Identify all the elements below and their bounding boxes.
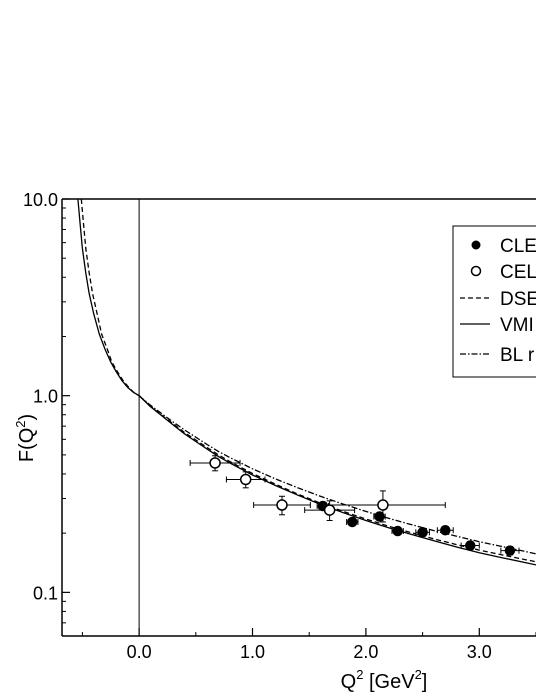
legend-label-vmi: VMI xyxy=(500,315,534,336)
legend-box xyxy=(452,225,536,378)
legend-label-dse: DSE xyxy=(500,289,536,310)
data-points xyxy=(189,455,520,556)
data-point-open xyxy=(239,473,252,486)
data-point-open xyxy=(377,499,389,511)
x-tick-label: 2.0 xyxy=(353,642,378,662)
legend: CLE CEL DSE VMI BL r xyxy=(452,225,536,378)
data-point-filled xyxy=(347,516,358,528)
y-tick-label: 10.0 xyxy=(23,190,58,210)
data-point-open xyxy=(323,504,336,516)
data-point-open xyxy=(276,499,288,511)
data-point-filled xyxy=(417,527,428,538)
data-point-filled xyxy=(392,525,403,537)
x-tick-label: 0.0 xyxy=(127,642,152,662)
legend-label-cleo: CLE xyxy=(500,236,536,257)
data-point-open xyxy=(209,457,221,469)
y-axis-title: F(Q2) xyxy=(13,414,38,462)
x-tick-label: 1.0 xyxy=(240,642,265,662)
x-axis-title: Q2 [GeV2] xyxy=(341,667,428,693)
curve-dashed xyxy=(80,199,536,563)
legend-marker-open-circle xyxy=(470,265,482,277)
data-point-filled xyxy=(504,545,516,556)
y-tick-label: 0.1 xyxy=(33,583,58,603)
legend-label-bl: BL r xyxy=(500,345,535,366)
curve-dash-dot xyxy=(138,395,536,555)
data-point-filled xyxy=(374,511,385,522)
x-tick-label: 3.0 xyxy=(467,642,492,662)
axis-ticks: 0.0 1.0 2.0 3.0 0.1 1.0 10.0 xyxy=(23,190,536,662)
legend-marker-filled-circle xyxy=(471,240,481,250)
data-point-filled xyxy=(440,524,451,536)
data-point-filled xyxy=(464,540,476,551)
y-tick-label: 1.0 xyxy=(33,387,58,407)
legend-label-cello: CEL xyxy=(500,262,536,283)
